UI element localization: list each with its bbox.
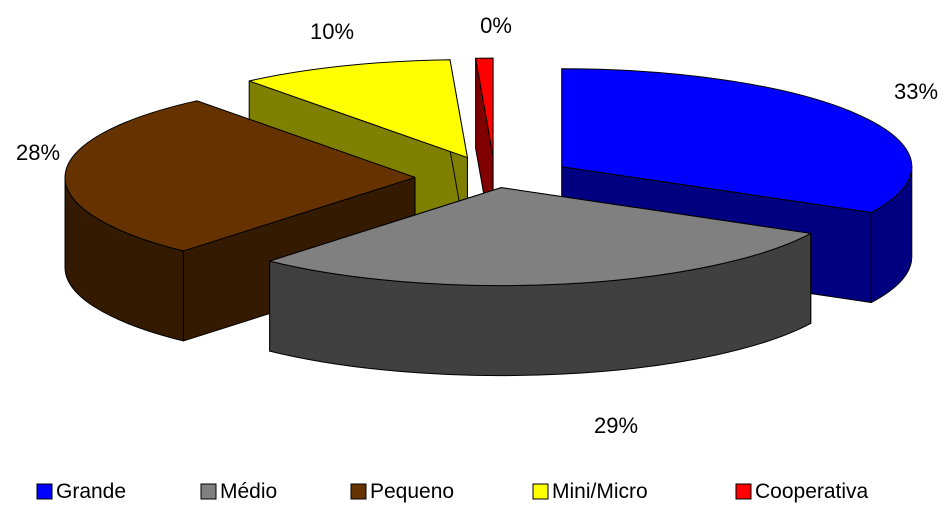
legend-item-cooperativa: Cooperativa xyxy=(735,480,869,503)
data-label-grande: 33% xyxy=(894,79,938,104)
data-labels: 33% 29% 28% 10% 0% xyxy=(16,13,938,438)
legend-swatch xyxy=(350,483,367,500)
legend-label: Médio xyxy=(220,480,277,503)
pie-top-faces xyxy=(64,57,913,287)
legend-label: Pequeno xyxy=(370,480,454,503)
legend-item-mini-micro: Mini/Micro xyxy=(532,480,648,503)
data-label-m-dio: 29% xyxy=(594,413,638,438)
pie-slice-mini-micro xyxy=(248,59,468,159)
legend-label: Cooperativa xyxy=(755,480,869,503)
legend-swatch xyxy=(735,483,752,500)
legend-label: Mini/Micro xyxy=(552,480,648,503)
pie-slice-cooperativa xyxy=(475,57,494,157)
pie-slice-pequeno xyxy=(64,100,416,252)
legend-swatch xyxy=(532,483,549,500)
legend-swatch xyxy=(200,483,217,500)
data-label-pequeno: 28% xyxy=(16,140,60,165)
data-label-cooperativa: 0% xyxy=(480,13,512,38)
legend: Grande Médio Pequeno Mini/Micro Cooperativa xyxy=(36,480,869,503)
pie-slice-grande xyxy=(561,68,913,214)
pie-slice-m-dio xyxy=(269,187,812,287)
legend-item-pequeno: Pequeno xyxy=(350,480,454,503)
legend-item-m-dio: Médio xyxy=(200,480,277,503)
legend-label: Grande xyxy=(56,480,126,503)
legend-item-grande: Grande xyxy=(36,480,126,503)
legend-swatch xyxy=(36,483,53,500)
data-label-mini-micro: 10% xyxy=(310,19,354,44)
